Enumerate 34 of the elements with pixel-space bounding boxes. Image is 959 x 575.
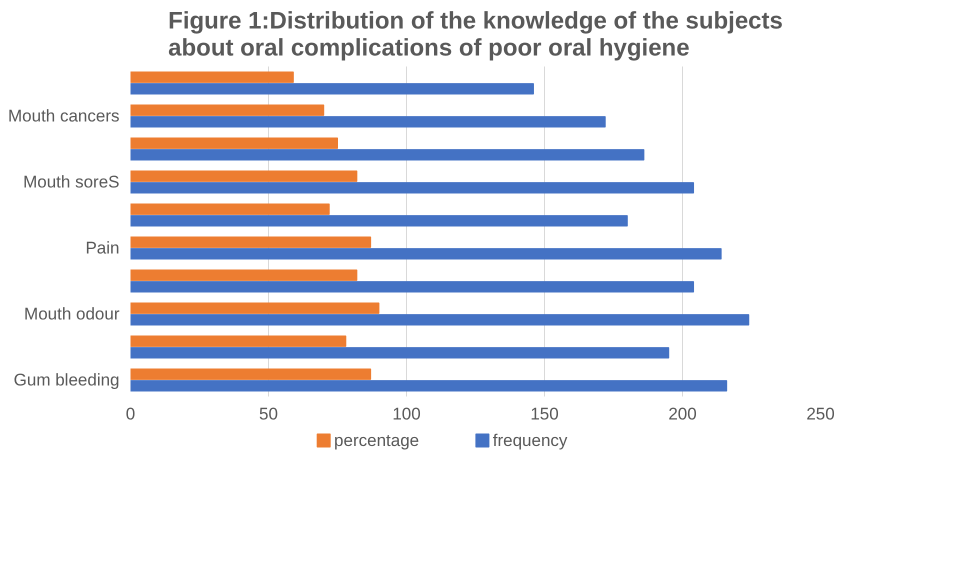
bar [130,270,358,281]
bar [130,368,372,380]
y-tick-label: Mouth odour [24,304,120,324]
bar [130,302,380,314]
x-tick-label: 0 [126,404,136,424]
y-tick-label: Pain [85,238,120,258]
y-tick-label: Mouth cancers [8,106,120,126]
bar [130,104,324,116]
y-tick-label: Mouth soreS [23,172,120,192]
x-tick-label: 50 [259,404,278,424]
legend-label: frequency [492,431,568,450]
bar [130,248,722,260]
bar [130,170,358,182]
bar [130,138,338,149]
x-tick-label: 150 [530,404,559,424]
bar [130,83,534,94]
y-tick-label: Gum bleeding [14,370,120,390]
bar [130,182,694,194]
bar [130,72,294,83]
chart-title: Figure 1:Distribution of the knowledge of the subjects about oral complications of poor oral hygiene [168,8,783,62]
bar [130,149,644,160]
bar [130,336,346,347]
bar [130,314,750,326]
bar [130,116,606,128]
x-tick-label: 200 [668,404,697,424]
x-tick-label: 100 [392,404,421,424]
bar [130,215,628,226]
legend-label: percentage [334,431,420,450]
bar [130,281,694,292]
bar [130,380,728,392]
bar [130,236,372,248]
x-tick-label: 250 [806,404,835,424]
bar [130,347,670,358]
bar [130,204,330,215]
